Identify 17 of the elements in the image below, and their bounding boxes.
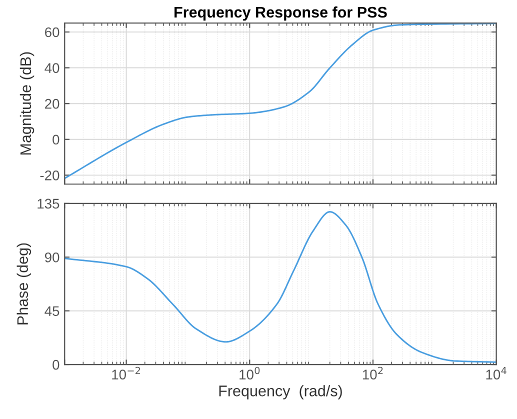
x-axis-title: Frequency (rad/s) (219, 385, 342, 400)
x-tick-label: 10$^{0}$ (240, 366, 260, 380)
x-tick-label: 10$^{−2}$ (112, 366, 140, 380)
y-tick-label: 0 (52, 360, 60, 370)
y-tick-label: 135 (38, 198, 60, 209)
x-tick-label: 10$^{2}$ (362, 366, 383, 380)
y-tick-label: 20 (45, 98, 60, 109)
x-tick-label: 10$^{4}$ (486, 366, 506, 380)
y-tick-label: 90 (44, 252, 60, 262)
y-tick-label: 45 (44, 306, 60, 316)
y-tick-label: 60 (45, 27, 60, 38)
y-tick-label: 40 (44, 63, 60, 73)
y-axis-title: Magnitude (dB) (20, 52, 34, 155)
y-tick-label: 0 (52, 134, 60, 145)
y-tick-label: -20 (40, 170, 60, 180)
chart-title: Frequency Response for PSS (174, 6, 387, 21)
y-axis-title: Phase (deg) (16, 243, 32, 324)
